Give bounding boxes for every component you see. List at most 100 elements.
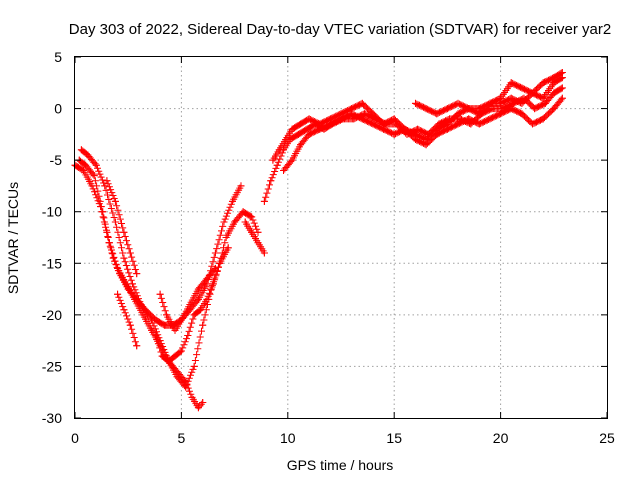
data-point [148, 316, 156, 324]
data-point [148, 326, 156, 334]
data-point [194, 285, 202, 293]
series-track-5 [114, 290, 141, 350]
data-point [275, 146, 283, 154]
data-point [475, 120, 483, 128]
x-tick-label: 0 [71, 430, 79, 446]
data-point [269, 156, 277, 164]
data-point [529, 89, 537, 97]
data-point [126, 321, 134, 329]
data-point [488, 105, 496, 113]
data-point [411, 99, 419, 107]
data-point [237, 182, 245, 190]
data-point [282, 136, 290, 144]
data-series [71, 68, 566, 412]
data-point [486, 115, 494, 123]
data-point [152, 331, 160, 339]
data-point [541, 99, 549, 107]
data-point [231, 218, 239, 226]
data-point [422, 141, 430, 149]
data-point [303, 125, 311, 133]
data-point [254, 239, 262, 247]
chart-title: Day 303 of 2022, Sidereal Day-to-day VTE… [69, 21, 611, 38]
data-point [518, 84, 526, 92]
data-point [390, 115, 398, 123]
data-point [297, 141, 305, 149]
data-point [497, 94, 505, 102]
data-point [380, 125, 388, 133]
data-point [111, 218, 119, 226]
y-tick-labels: -30 -25 -20 -15 -10 -5 0 5 [42, 49, 62, 426]
data-point [248, 228, 256, 236]
data-point [465, 115, 473, 123]
y-tick-label: 5 [54, 49, 62, 65]
data-point [254, 228, 262, 236]
data-point [248, 213, 256, 221]
series-track-12 [411, 68, 566, 118]
data-point [507, 105, 515, 113]
y-tick-label: -10 [42, 204, 62, 220]
data-point [216, 259, 224, 267]
data-point [358, 115, 366, 123]
data-point [358, 99, 366, 107]
data-point [390, 130, 398, 138]
data-point [273, 161, 281, 169]
data-point [411, 136, 419, 144]
data-point [454, 99, 462, 107]
series-track-3 [77, 146, 207, 412]
series-markers [75, 156, 232, 391]
data-point [82, 161, 90, 169]
y-tick-label: 0 [54, 101, 62, 117]
data-point [305, 130, 313, 138]
data-point [114, 290, 122, 298]
data-point [433, 130, 441, 138]
data-point [507, 79, 515, 87]
data-point [114, 264, 122, 272]
data-point [486, 99, 494, 107]
data-point [305, 115, 313, 123]
data-point [507, 94, 515, 102]
y-tick-label: -20 [42, 307, 62, 323]
data-point [220, 218, 228, 226]
plot-frame [74, 56, 608, 419]
data-point [454, 110, 462, 118]
axis-ticks [74, 56, 608, 419]
y-tick-label: -30 [42, 410, 62, 426]
x-tick-label: 25 [599, 430, 615, 446]
data-point [280, 166, 288, 174]
data-point [443, 125, 451, 133]
series-track-7 [156, 264, 219, 334]
data-point [190, 362, 198, 370]
data-point [171, 326, 179, 334]
data-point [260, 197, 268, 205]
data-point [369, 120, 377, 128]
series-track-6 [152, 208, 262, 365]
data-point [120, 306, 128, 314]
data-point [558, 94, 566, 102]
data-point [348, 110, 356, 118]
data-point [177, 347, 185, 355]
data-point [190, 311, 198, 319]
data-point [288, 125, 296, 133]
data-point [550, 105, 558, 113]
data-point [241, 218, 249, 226]
data-point [158, 352, 166, 360]
data-point [92, 161, 100, 169]
data-point [297, 120, 305, 128]
data-point [360, 110, 368, 118]
data-point [211, 264, 219, 272]
data-point [209, 280, 217, 288]
data-point [211, 249, 219, 257]
data-point [203, 275, 211, 283]
data-point [550, 89, 558, 97]
x-axis-label: GPS time / hours [287, 457, 394, 473]
data-point [160, 321, 168, 329]
data-point [401, 125, 409, 133]
data-point [465, 105, 473, 113]
data-point [184, 331, 192, 339]
data-point [99, 208, 107, 216]
data-point [90, 172, 98, 180]
data-point [260, 249, 268, 257]
x-tick-label: 5 [178, 430, 186, 446]
data-point [156, 337, 164, 345]
data-point [529, 120, 537, 128]
